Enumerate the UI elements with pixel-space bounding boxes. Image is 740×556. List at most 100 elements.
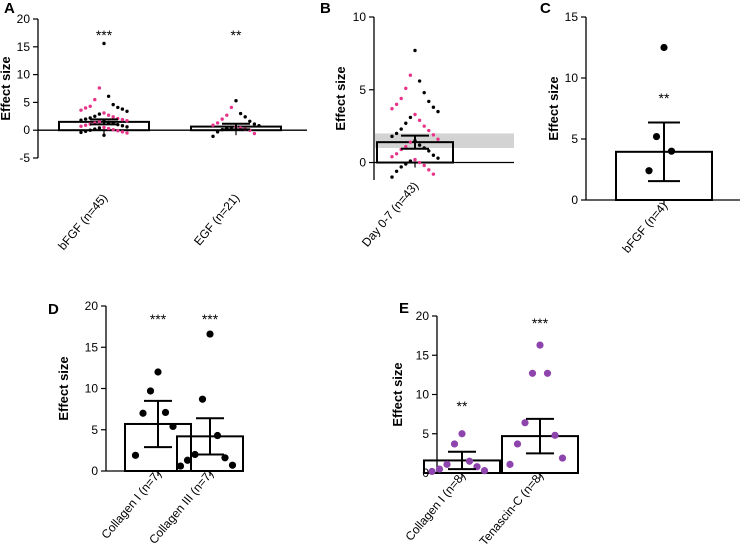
x-tick-label: bFGF (n=4) bbox=[619, 199, 670, 256]
data-point bbox=[480, 467, 489, 475]
data-point bbox=[169, 422, 177, 431]
data-point bbox=[427, 128, 431, 133]
y-tick-label: 0 bbox=[23, 123, 30, 137]
data-point bbox=[431, 133, 436, 137]
data-point bbox=[427, 99, 431, 104]
data-point bbox=[229, 105, 234, 110]
panel-label: B bbox=[320, 0, 331, 17]
data-point bbox=[404, 162, 408, 166]
data-point bbox=[394, 102, 399, 107]
data-point bbox=[83, 106, 88, 110]
significance-marker: ** bbox=[659, 90, 670, 106]
y-tick-label: 10 bbox=[416, 388, 430, 402]
data-point bbox=[198, 395, 207, 403]
data-point bbox=[228, 461, 237, 469]
data-point bbox=[154, 368, 162, 376]
significance-marker: ** bbox=[231, 27, 242, 43]
data-point bbox=[443, 460, 451, 468]
data-point bbox=[106, 94, 111, 98]
data-point bbox=[536, 341, 544, 349]
data-point bbox=[106, 120, 111, 125]
data-point bbox=[234, 99, 238, 103]
data-point bbox=[221, 454, 229, 462]
data-point bbox=[390, 106, 394, 111]
y-tick-label: 5 bbox=[91, 423, 98, 437]
x-tick-label: bFGF (n=45) bbox=[55, 191, 110, 253]
data-point bbox=[551, 431, 559, 439]
y-axis-label: Effect size bbox=[56, 356, 71, 420]
data-point bbox=[435, 465, 444, 473]
data-point bbox=[422, 90, 426, 95]
data-point bbox=[161, 408, 170, 417]
significance-marker: *** bbox=[532, 315, 549, 331]
data-point bbox=[436, 109, 440, 114]
y-tick-label: 20 bbox=[416, 309, 430, 323]
data-point bbox=[390, 155, 394, 159]
y-axis-label: Effect size bbox=[390, 362, 405, 426]
y-tick-label: 0 bbox=[359, 156, 366, 170]
data-point bbox=[436, 156, 440, 160]
data-point bbox=[191, 450, 199, 459]
data-point bbox=[183, 456, 192, 464]
data-point bbox=[116, 129, 120, 133]
data-point bbox=[427, 168, 431, 172]
data-point bbox=[206, 330, 214, 338]
y-axis-label: Effect size bbox=[333, 66, 348, 130]
data-point bbox=[404, 86, 408, 91]
data-point bbox=[102, 41, 106, 46]
data-point bbox=[79, 108, 83, 112]
data-point bbox=[120, 124, 125, 128]
data-point bbox=[390, 175, 394, 179]
data-point bbox=[97, 126, 102, 130]
data-point bbox=[413, 112, 417, 117]
data-point bbox=[394, 152, 399, 156]
data-point bbox=[125, 119, 129, 123]
significance-marker: *** bbox=[150, 311, 167, 327]
data-point bbox=[220, 117, 224, 121]
y-tick-label: 10 bbox=[565, 71, 579, 85]
y-tick-label: 10 bbox=[85, 382, 99, 396]
y-tick-label: 15 bbox=[565, 10, 579, 24]
data-point bbox=[645, 167, 653, 175]
data-point bbox=[436, 137, 440, 141]
significance-marker: *** bbox=[96, 27, 113, 43]
data-point bbox=[102, 125, 106, 130]
data-point bbox=[79, 130, 83, 135]
data-point bbox=[238, 111, 243, 116]
data-point bbox=[106, 126, 111, 131]
data-point bbox=[248, 119, 252, 124]
data-point bbox=[404, 144, 408, 149]
data-point bbox=[252, 131, 257, 136]
data-point bbox=[422, 163, 426, 168]
reference-band bbox=[375, 133, 514, 148]
data-point bbox=[431, 105, 436, 109]
y-axis-label: Effect size bbox=[546, 76, 561, 140]
data-point bbox=[660, 43, 668, 52]
data-point bbox=[131, 451, 140, 459]
data-point bbox=[394, 131, 399, 136]
data-point bbox=[111, 127, 115, 132]
y-tick-label: 20 bbox=[17, 12, 31, 26]
data-point bbox=[417, 143, 422, 147]
y-tick-label: 0 bbox=[571, 193, 578, 207]
data-point bbox=[120, 117, 125, 122]
data-point bbox=[97, 120, 102, 124]
y-axis-label: Effect size bbox=[0, 56, 13, 120]
data-point bbox=[450, 440, 459, 448]
data-point bbox=[211, 123, 215, 127]
panel-label: A bbox=[4, 0, 15, 17]
data-point bbox=[125, 131, 129, 135]
y-tick-label: 5 bbox=[422, 427, 429, 441]
y-tick-label: -5 bbox=[19, 151, 30, 165]
y-tick-label: 5 bbox=[359, 83, 366, 97]
data-point bbox=[399, 165, 403, 169]
data-point bbox=[257, 124, 261, 128]
x-tick-label: Collagen I (n=8) bbox=[402, 469, 468, 544]
y-tick-label: 20 bbox=[85, 299, 99, 313]
data-point bbox=[558, 454, 567, 462]
data-point bbox=[116, 105, 120, 110]
y-tick-label: 15 bbox=[17, 40, 31, 54]
y-tick-label: 10 bbox=[353, 10, 367, 24]
